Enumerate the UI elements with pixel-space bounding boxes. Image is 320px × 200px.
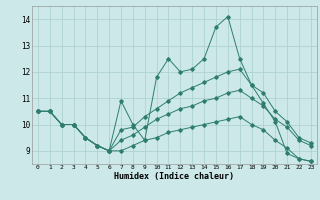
- X-axis label: Humidex (Indice chaleur): Humidex (Indice chaleur): [115, 172, 234, 181]
